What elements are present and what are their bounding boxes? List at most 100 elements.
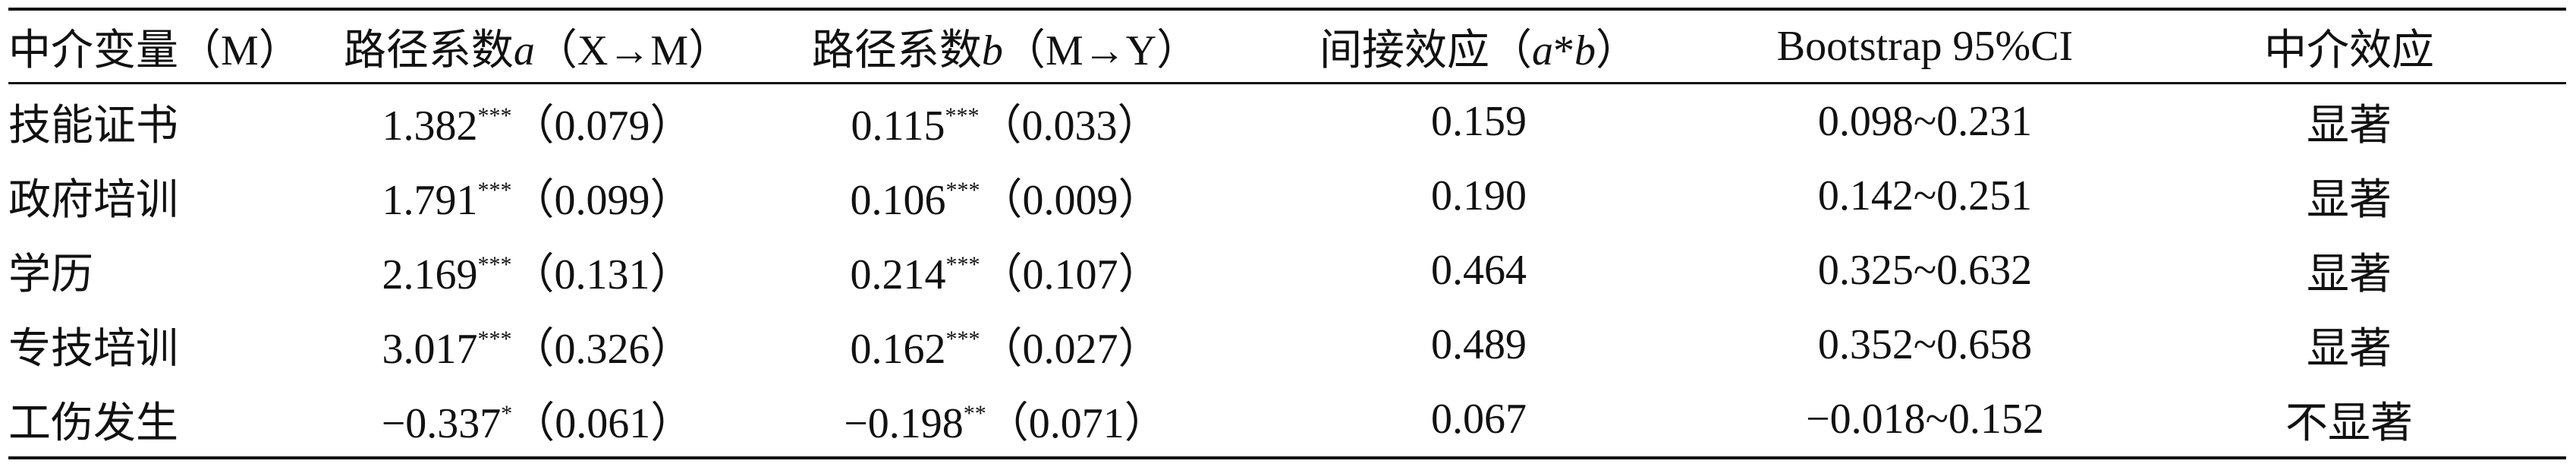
data-cell: −0.198**（0.071） — [771, 382, 1240, 459]
coefficient: 0.115 — [851, 102, 945, 150]
header-cell: 中介变量（M） — [8, 8, 304, 84]
header-text: （M→Y） — [1002, 27, 1200, 74]
header-variable: b — [1574, 27, 1596, 74]
coefficient: 1.382 — [382, 102, 478, 150]
cell-text: 0.142~0.251 — [1817, 172, 2033, 219]
standard-error: （0.099） — [511, 176, 693, 224]
cell-text: 0.464 — [1431, 247, 1527, 294]
data-cell: 2.169***（0.131） — [304, 233, 771, 308]
data-cell: 显著 — [2132, 233, 2566, 308]
standard-error: （0.027） — [980, 325, 1161, 373]
data-row: 政府培训 1.791***（0.099） 0.106***（0.009） 0.190 0… — [8, 159, 2566, 233]
data-cell: 0.214***（0.107） — [771, 233, 1240, 308]
data-cell: 0.325~0.632 — [1718, 233, 2132, 308]
data-cell: 0.464 — [1240, 233, 1718, 308]
data-cell: 政府培训 — [8, 159, 304, 233]
header-cell: Bootstrap 95%CI — [1718, 8, 2132, 84]
data-cell: 0.067 — [1240, 382, 1718, 459]
significance: *** — [477, 103, 512, 128]
header-variable: b — [981, 27, 1003, 74]
cell-text: 0.159 — [1431, 98, 1527, 145]
data-cell: 不显著 — [2132, 382, 2566, 459]
data-cell: 0.162***（0.027） — [771, 308, 1240, 382]
standard-error: （0.071） — [986, 399, 1167, 447]
cell-text: −0.018~0.152 — [1806, 396, 2044, 443]
significance: * — [501, 400, 513, 426]
cell-text: 显著 — [2307, 325, 2392, 373]
data-cell: 0.106***（0.009） — [771, 159, 1240, 233]
data-row: 技能证书 1.382***（0.079） 0.115***（0.033） 0.159 0… — [8, 84, 2566, 159]
mediator-name: 专技培训 — [8, 325, 178, 373]
significance: ** — [963, 400, 986, 426]
significance: *** — [945, 326, 980, 352]
data-cell: 学历 — [8, 233, 304, 308]
cell-text: 0.190 — [1431, 172, 1527, 219]
coefficient: 3.017 — [382, 325, 478, 373]
significance: *** — [945, 251, 980, 277]
coefficient: 2.169 — [382, 251, 478, 298]
data-row: 工伤发生 −0.337*（0.061） −0.198**（0.071） 0.067 −0… — [8, 382, 2566, 459]
data-cell: 0.115***（0.033） — [771, 84, 1240, 159]
cell-text: 0.352~0.658 — [1817, 321, 2033, 368]
standard-error: （0.107） — [980, 251, 1161, 298]
standard-error: （0.079） — [511, 102, 693, 150]
mediator-name: 工伤发生 — [8, 399, 178, 447]
mediator-name: 政府培训 — [8, 176, 178, 224]
significance: *** — [477, 326, 512, 352]
header-variable: a — [1532, 27, 1553, 74]
data-cell: 1.382***（0.079） — [304, 84, 771, 159]
standard-error: （0.033） — [979, 102, 1160, 150]
header-cell: 间接效应（a*b） — [1240, 8, 1718, 84]
mediator-name: 技能证书 — [8, 102, 178, 150]
header-text: 路径系数 — [343, 27, 514, 74]
header-text: 路径系数 — [811, 27, 982, 74]
data-cell: 0.352~0.658 — [1718, 308, 2132, 382]
header-cell: 中介效应 — [2132, 8, 2566, 84]
data-row: 学历 2.169***（0.131） 0.214***（0.107） 0.464 0.3… — [8, 233, 2566, 308]
header-text: 间接效应（ — [1319, 27, 1532, 74]
coefficient: 0.162 — [850, 325, 946, 373]
header-variable: a — [513, 27, 535, 74]
standard-error: （0.061） — [512, 399, 694, 447]
cell-text: 0.489 — [1431, 321, 1527, 368]
data-cell: 显著 — [2132, 159, 2566, 233]
standard-error: （0.009） — [980, 176, 1161, 224]
cell-text: 0.067 — [1431, 396, 1527, 443]
table-body: 技能证书 1.382***（0.079） 0.115***（0.033） 0.159 0… — [8, 84, 2566, 459]
data-cell: 0.142~0.251 — [1718, 159, 2132, 233]
header-cell: 路径系数b（M→Y） — [771, 8, 1240, 84]
header-text: * — [1553, 27, 1574, 74]
data-cell: 3.017***（0.326） — [304, 308, 771, 382]
header-text: （X→M） — [534, 27, 731, 74]
cell-text: 显著 — [2307, 102, 2392, 150]
table-container: 中介变量（M） 路径系数a（X→M） 路径系数b（M→Y） 间接效应（a*b） Boot… — [8, 8, 2566, 459]
standard-error: （0.131） — [511, 251, 693, 298]
cell-text: 0.098~0.231 — [1817, 98, 2033, 145]
data-cell: 显著 — [2132, 308, 2566, 382]
header-text: 中介变量（M） — [8, 27, 301, 74]
header-cell: 路径系数a（X→M） — [304, 8, 771, 84]
header-text: ） — [1596, 27, 1638, 74]
coefficient: −0.198 — [844, 399, 964, 447]
coefficient: 0.106 — [850, 176, 946, 224]
cell-text: 显著 — [2307, 176, 2392, 224]
cell-text: 不显著 — [2285, 399, 2413, 447]
header-text: 中介效应 — [2264, 27, 2434, 74]
data-cell: 显著 — [2132, 84, 2566, 159]
coefficient: 1.791 — [382, 176, 478, 224]
mediation-table: 中介变量（M） 路径系数a（X→M） 路径系数b（M→Y） 间接效应（a*b） Boot… — [8, 8, 2566, 459]
significance: *** — [945, 103, 980, 128]
significance: *** — [477, 251, 512, 277]
coefficient: −0.337 — [381, 399, 502, 447]
data-cell: −0.337*（0.061） — [304, 382, 771, 459]
data-cell: 1.791***（0.099） — [304, 159, 771, 233]
data-cell: 0.159 — [1240, 84, 1718, 159]
header-row: 中介变量（M） 路径系数a（X→M） 路径系数b（M→Y） 间接效应（a*b） Boot… — [8, 8, 2566, 84]
data-cell: 工伤发生 — [8, 382, 304, 459]
data-cell: −0.018~0.152 — [1718, 382, 2132, 459]
data-cell: 技能证书 — [8, 84, 304, 159]
cell-text: 显著 — [2307, 251, 2392, 298]
mediator-name: 学历 — [8, 251, 93, 298]
data-row: 专技培训 3.017***（0.326） 0.162***（0.027） 0.489 0… — [8, 308, 2566, 382]
